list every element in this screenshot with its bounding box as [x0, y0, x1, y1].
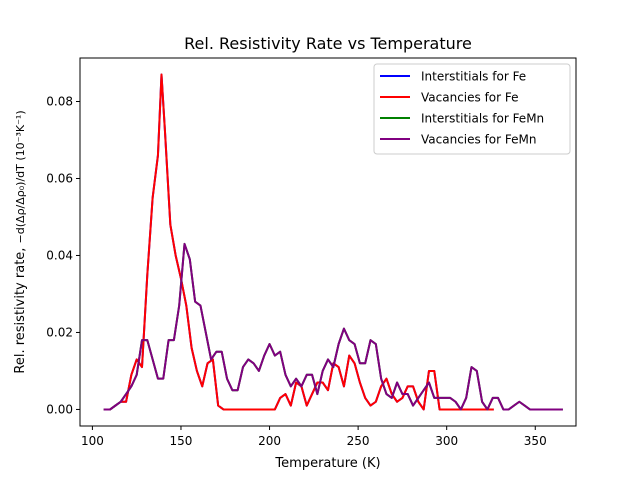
- series-line-1: [103, 73, 494, 411]
- x-tick-label: 200: [258, 434, 281, 448]
- y-tick-label: 0.04: [46, 248, 73, 262]
- y-tick-label: 0.02: [46, 325, 73, 339]
- x-tick-label: 100: [81, 434, 104, 448]
- chart-title: Rel. Resistivity Rate vs Temperature: [184, 34, 472, 53]
- axes-frame: [79, 57, 577, 427]
- y-tick-label: 0.08: [46, 94, 73, 108]
- y-axis-label-prefix: Rel. resistivity rate,: [13, 243, 28, 373]
- y-axis-label: Rel. resistivity rate, −d(Δρ/Δρ₀)/dT (10…: [13, 110, 28, 373]
- y-tick-label: 0.00: [46, 402, 73, 416]
- y-tick-label: 0.06: [46, 171, 73, 185]
- x-tick-label: 250: [347, 434, 370, 448]
- y-axis-label-math: −d(Δρ/Δρ₀)/dT (10⁻³K⁻¹): [14, 110, 27, 243]
- legend-label-0: Interstitials for Fe: [421, 70, 526, 84]
- legend-label-3: Vacancies for FeMn: [421, 133, 536, 147]
- series-layer: [103, 73, 563, 411]
- legend-label-1: Vacancies for Fe: [421, 91, 519, 105]
- series-line-3: [103, 242, 563, 411]
- y-axis-ticks: 0.00 0.02 0.04 0.06 0.08: [46, 94, 80, 416]
- legend-label-2: Interstitials for FeMn: [421, 112, 544, 126]
- x-axis-label: Temperature (K): [274, 456, 380, 471]
- legend-frame: [373, 63, 571, 155]
- legend: Interstitials for Fe Vacancies for Fe Inte…: [373, 63, 571, 155]
- x-tick-label: 150: [170, 434, 193, 448]
- x-tick-label: 300: [435, 434, 458, 448]
- x-axis-ticks: 100 150 200 250 300 350: [81, 426, 547, 448]
- x-tick-label: 350: [524, 434, 547, 448]
